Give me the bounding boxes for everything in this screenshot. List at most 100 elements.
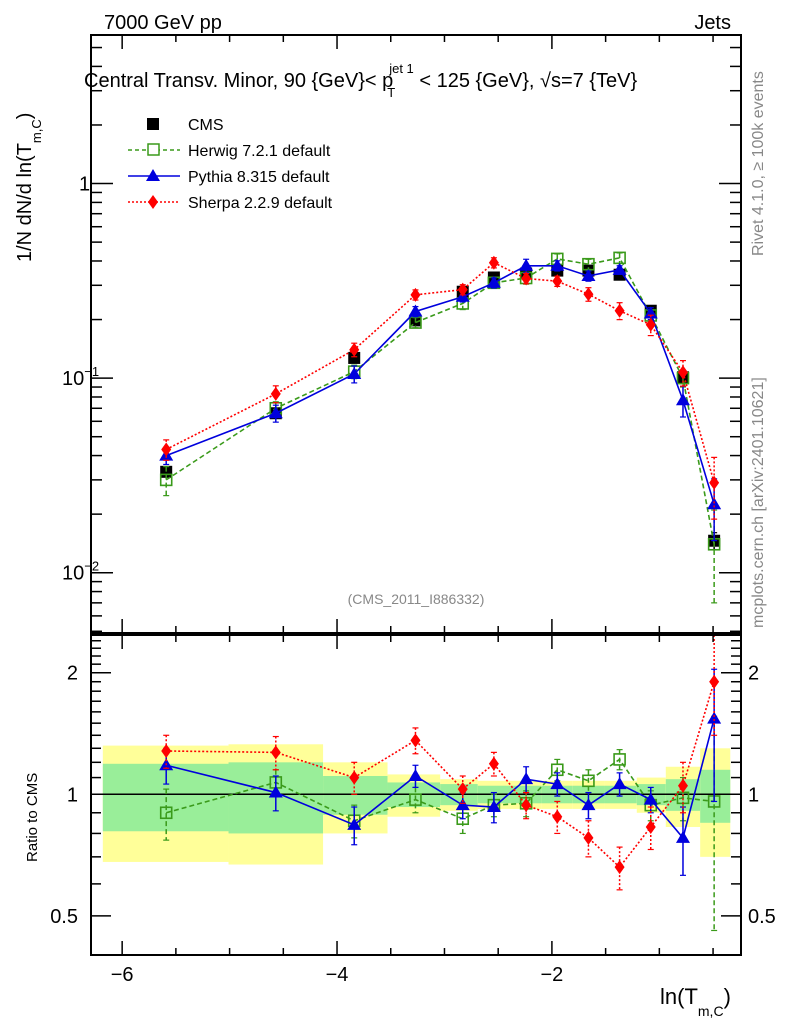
ratio-point — [675, 830, 690, 843]
ratio-point — [349, 770, 360, 785]
series-sherpa — [161, 255, 720, 520]
ratio-point — [486, 800, 501, 813]
data-point — [488, 255, 499, 270]
ratio-point — [582, 774, 595, 788]
ratio-ylabel: Ratio to CMS — [24, 773, 41, 862]
ratio-ytick-label-right: 2 — [748, 663, 759, 685]
header-right-label: Jets — [694, 12, 731, 34]
data-point — [268, 406, 283, 419]
ratio-point — [612, 777, 627, 790]
legend-label-herwig: Herwig 7.2.1 default — [188, 143, 331, 160]
data-point — [643, 306, 658, 319]
ratio-series-sherpa — [161, 634, 720, 891]
data-point — [675, 393, 690, 406]
ratio-point — [347, 817, 362, 830]
data-point — [645, 317, 656, 332]
ratio-point — [457, 782, 468, 797]
xlabel-text: ln(T — [660, 984, 698, 1009]
ratio-tick-labels: 0.5 0.5 1 1 2 2 −6 −4 −2 — [50, 663, 776, 986]
main-axis-ticks — [91, 35, 741, 633]
analysis-watermark: (CMS_2011_I886332) — [348, 591, 485, 607]
data-point — [270, 386, 281, 401]
ratio-point — [583, 830, 594, 845]
ratio-point — [643, 792, 658, 805]
ylabel-close: ) — [14, 113, 36, 120]
mcplots-label: mcplots.cern.ch [arXiv:2401.10621] — [750, 377, 767, 628]
ratio-point — [550, 777, 565, 790]
title-main-text: Central Transv. Minor, 90 {GeV}< p — [84, 70, 393, 92]
legend-entry-herwig: Herwig 7.2.1 default — [128, 143, 331, 160]
data-point — [161, 442, 172, 457]
xlabel-subscript: m,C — [698, 1003, 724, 1019]
ratio-ytick-label-left: 0.5 — [50, 906, 78, 928]
legend-label-pythia: Pythia 8.315 default — [188, 169, 330, 186]
chart-title: Central Transv. Minor, 90 {GeV}< p Tjet 1… — [84, 61, 637, 100]
legend-label-cms: CMS — [188, 117, 224, 134]
legend-marker-cms — [147, 118, 159, 130]
legend-marker-sherpa — [148, 195, 158, 209]
data-point — [457, 282, 468, 297]
ratio-point — [614, 860, 625, 875]
xlabel: ln(Tm,C) — [660, 984, 731, 1019]
xtick-label: −2 — [541, 964, 564, 986]
ratio-ytick-label-right: 1 — [748, 784, 759, 806]
main-plot-area — [159, 251, 722, 604]
legend-entry-cms: CMS — [147, 117, 224, 134]
title-subscript: T — [387, 85, 395, 100]
rivet-label: Rivet 4.1.0, ≥ 100k events — [750, 71, 767, 256]
ratio-point — [519, 772, 534, 785]
ratio-point — [409, 793, 422, 806]
data-point — [550, 258, 565, 271]
data-point — [612, 262, 627, 275]
series-line — [165, 264, 715, 505]
ratio-point — [408, 768, 423, 781]
xtick-label: −6 — [111, 964, 134, 986]
ratio-axis-ticks — [91, 635, 741, 955]
ratio-point — [581, 798, 596, 811]
legend-entry-sherpa: Sherpa 2.2.9 default — [128, 195, 333, 212]
ylabel-text: 1/N dN/d ln(T — [14, 143, 36, 262]
legend-marker-pythia — [146, 169, 160, 181]
ratio-point — [677, 778, 688, 793]
ratio-point — [613, 753, 626, 766]
xlabel-close: ) — [724, 984, 731, 1009]
ratio-plot-area — [91, 634, 741, 932]
data-point — [521, 271, 532, 286]
ratio-point — [709, 674, 720, 689]
data-point — [552, 274, 563, 289]
main-ytick-labels: 1 10−1 10−2 — [62, 174, 99, 585]
series-pythia — [159, 258, 722, 542]
data-point — [486, 275, 501, 288]
ratio-point — [268, 785, 283, 798]
legend-label-sherpa: Sherpa 2.2.9 default — [188, 195, 333, 212]
data-point — [348, 351, 361, 364]
main-ytick-label: 10−1 — [62, 364, 99, 390]
main-ytick-label: 1 — [79, 174, 90, 196]
ratio-ytick-label-right: 0.5 — [748, 906, 776, 928]
main-ylabel: 1/N dN/d ln(Tm,C) — [14, 113, 44, 262]
ratio-point — [455, 798, 470, 811]
title-superscript: jet 1 — [388, 61, 414, 76]
main-frame — [90, 34, 742, 634]
legend-marker-herwig — [147, 143, 160, 156]
ylabel-subscript: m,C — [29, 119, 44, 143]
data-point — [709, 475, 720, 490]
ratio-point — [410, 733, 421, 748]
data-point — [583, 287, 594, 302]
ratio-ytick-label-left: 1 — [67, 784, 78, 806]
data-point — [347, 367, 362, 380]
ratio-point — [552, 809, 563, 824]
legend-entry-pythia: Pythia 8.315 default — [128, 169, 330, 186]
series-line — [165, 256, 715, 545]
data-point — [677, 365, 688, 380]
ratio-point — [645, 819, 656, 834]
series-cms — [160, 264, 721, 551]
series-herwig — [159, 251, 721, 604]
data-point — [410, 287, 421, 302]
ratio-point — [707, 711, 722, 724]
legend: CMS Herwig 7.2.1 default Pythia 8.315 de… — [128, 117, 333, 212]
title-tail-text: < 125 {GeV}, √s=7 {TeV} — [414, 70, 638, 92]
ratio-ytick-label-left: 2 — [67, 663, 78, 685]
series-line — [165, 261, 715, 483]
